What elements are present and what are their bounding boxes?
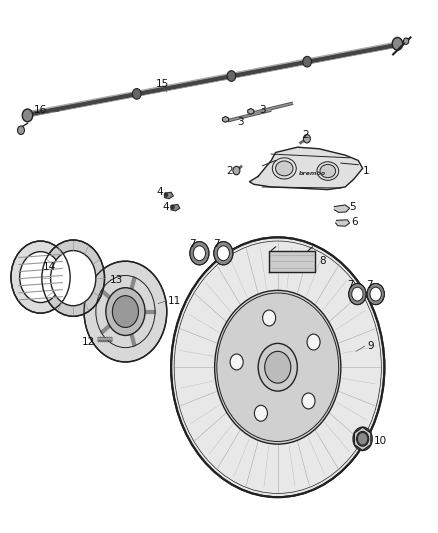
Text: 12: 12	[82, 337, 95, 347]
Polygon shape	[248, 109, 254, 114]
Polygon shape	[223, 116, 229, 122]
Circle shape	[304, 134, 311, 143]
Circle shape	[215, 290, 341, 444]
Text: 16: 16	[34, 105, 47, 115]
Circle shape	[349, 284, 366, 305]
Circle shape	[357, 432, 368, 445]
Circle shape	[11, 241, 70, 313]
Polygon shape	[165, 192, 173, 199]
Circle shape	[230, 354, 243, 370]
Circle shape	[193, 246, 205, 261]
Text: 4: 4	[162, 201, 169, 212]
Text: 2: 2	[303, 130, 309, 140]
Text: 4: 4	[157, 187, 163, 197]
Text: 8: 8	[319, 256, 326, 266]
Circle shape	[370, 287, 381, 301]
Circle shape	[20, 252, 61, 303]
Circle shape	[164, 193, 168, 197]
Circle shape	[302, 393, 315, 409]
Circle shape	[18, 126, 25, 134]
Polygon shape	[171, 205, 180, 211]
Text: 11: 11	[168, 296, 181, 306]
Circle shape	[353, 427, 372, 450]
Circle shape	[258, 343, 297, 391]
Circle shape	[113, 296, 138, 327]
Text: 6: 6	[351, 217, 357, 228]
Circle shape	[50, 251, 96, 306]
Text: 15: 15	[156, 78, 169, 88]
Ellipse shape	[320, 165, 336, 177]
Polygon shape	[250, 147, 363, 190]
Circle shape	[233, 166, 240, 175]
Text: brembo: brembo	[299, 171, 326, 176]
Polygon shape	[334, 205, 350, 213]
Text: 7: 7	[190, 239, 196, 249]
Circle shape	[171, 205, 174, 209]
Circle shape	[214, 241, 233, 265]
Circle shape	[403, 38, 409, 44]
Circle shape	[265, 351, 291, 383]
Circle shape	[171, 237, 385, 497]
Text: 7: 7	[213, 239, 220, 249]
Text: 13: 13	[110, 274, 123, 285]
Polygon shape	[269, 251, 315, 272]
Circle shape	[263, 310, 276, 326]
Text: 9: 9	[367, 341, 374, 351]
Circle shape	[352, 287, 363, 301]
Circle shape	[227, 71, 236, 82]
Text: 7: 7	[366, 280, 372, 290]
Text: 5: 5	[350, 201, 356, 212]
Circle shape	[22, 109, 33, 122]
Circle shape	[307, 334, 320, 350]
Text: 2: 2	[226, 166, 233, 176]
Text: 3: 3	[259, 104, 266, 115]
Polygon shape	[354, 427, 371, 450]
Circle shape	[106, 288, 145, 335]
Polygon shape	[336, 220, 350, 226]
Circle shape	[254, 405, 268, 421]
Text: 1: 1	[363, 166, 369, 176]
Circle shape	[303, 56, 311, 67]
Circle shape	[42, 240, 105, 317]
Text: 3: 3	[237, 117, 244, 127]
Text: 7: 7	[347, 280, 354, 290]
Circle shape	[367, 284, 385, 305]
Circle shape	[217, 246, 230, 261]
Text: 10: 10	[374, 437, 387, 447]
Text: 14: 14	[43, 262, 56, 271]
Circle shape	[357, 431, 369, 446]
Circle shape	[190, 241, 209, 265]
Circle shape	[392, 37, 403, 50]
Circle shape	[84, 261, 167, 362]
Ellipse shape	[276, 161, 293, 176]
Circle shape	[132, 88, 141, 99]
